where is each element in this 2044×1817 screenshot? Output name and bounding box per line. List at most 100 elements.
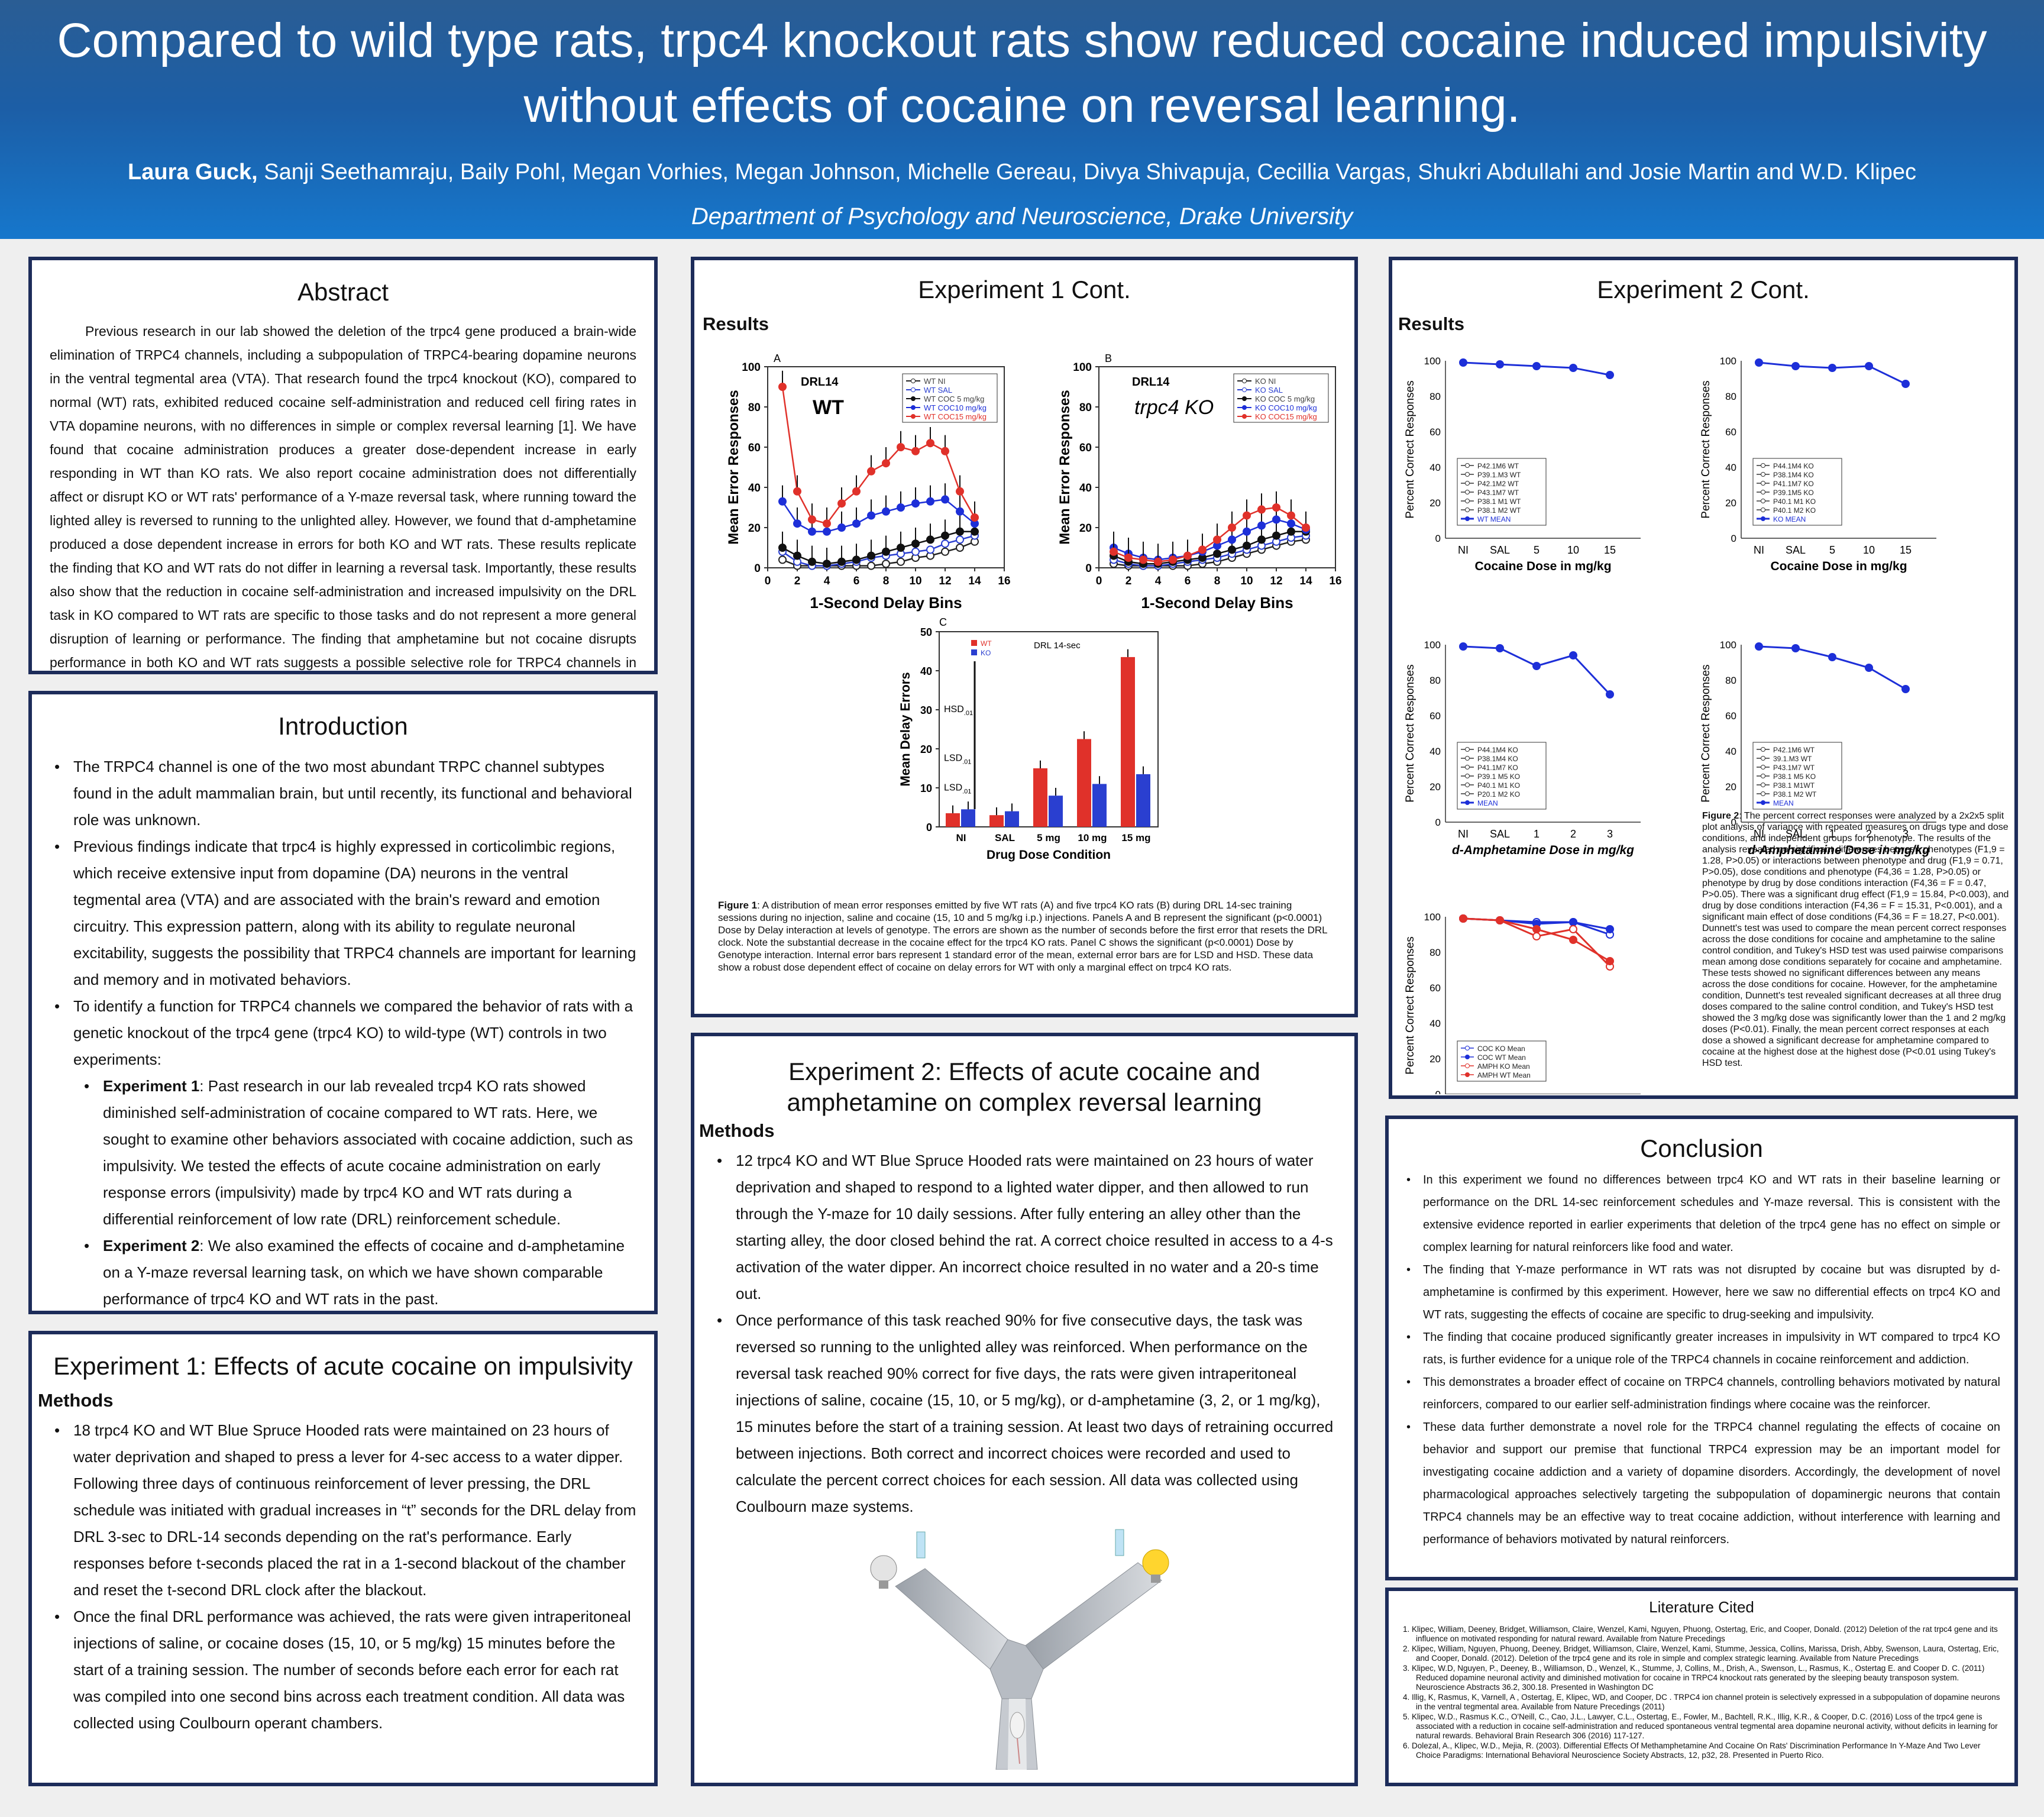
x-tick-label: SAL (995, 832, 1015, 843)
y-axis-title: Percent Correct Responses (1404, 664, 1416, 802)
panel-drl-label: DRL14 (801, 376, 839, 389)
data-point (808, 557, 816, 566)
legend-marker (1761, 747, 1765, 752)
data-point (808, 527, 816, 536)
y-tick-label: 60 (1429, 710, 1441, 722)
x-tick-label: 14 (1299, 575, 1312, 587)
data-point (1755, 358, 1763, 367)
y-tick-label: 80 (1429, 675, 1441, 686)
chart-tag: DRL 14-sec (1034, 641, 1081, 651)
legend-swatch (971, 640, 977, 646)
data-point (882, 459, 890, 468)
y-tick-label: 40 (1429, 746, 1441, 757)
legend-marker (1465, 765, 1470, 770)
poster-title: Compared to wild type rats, trpc4 knocko… (57, 14, 1987, 132)
x-tick-label: NI (1458, 544, 1469, 556)
data-point (1287, 527, 1295, 536)
conclusion-bullet: The finding that Y-maze performance in W… (1403, 1259, 2000, 1326)
data-point (1569, 936, 1577, 944)
methods-bullet: Once the final DRL performance was achie… (50, 1603, 636, 1737)
legend-marker (1761, 463, 1765, 468)
data-point (1110, 547, 1118, 556)
data-point (897, 557, 905, 566)
y-axis-title: Mean Delay Errors (898, 672, 913, 786)
legend-label: P38.1 M1WT (1773, 781, 1815, 790)
x-axis-title: d-Amphetamine Dose in mg/kg (1748, 843, 1930, 857)
data-point (778, 555, 787, 564)
data-point (926, 535, 934, 544)
y-tick-label: 60 (748, 442, 761, 454)
water-dipper-right (1115, 1529, 1124, 1556)
x-tick-label: 3 (1903, 828, 1909, 840)
data-point (1828, 364, 1836, 372)
y-tick-label: 80 (1725, 391, 1736, 402)
legend-marker (1242, 405, 1247, 410)
data-point (867, 467, 875, 476)
x-tick-label: 2 (1866, 828, 1872, 840)
legend-label: WT SAL (924, 386, 952, 395)
x-tick-label: NI (1754, 544, 1764, 556)
y-tick-label: 40 (1429, 1018, 1441, 1029)
legend-marker (1761, 800, 1765, 805)
legend-marker (1465, 800, 1470, 805)
legend-marker (1761, 756, 1765, 761)
data-point (778, 383, 787, 391)
legend-label: WT (981, 639, 992, 648)
x-tick-label: 10 (1863, 544, 1875, 556)
x-tick-label: SAL (1786, 828, 1806, 840)
methods-bullet: Once performance of this task reached 90… (712, 1307, 1337, 1520)
data-point (1257, 505, 1266, 514)
data-point (1287, 519, 1295, 528)
rat-tail (1017, 1738, 1020, 1764)
bar (1092, 784, 1107, 827)
data-point (1272, 531, 1280, 540)
conclusion-bullet: The finding that cocaine produced signif… (1403, 1326, 2000, 1371)
legend-label: KO COC 5 mg/kg (1255, 395, 1315, 403)
sub-bullet-label: Experiment 1 (103, 1077, 200, 1095)
maze-left-arm (895, 1568, 1008, 1670)
data-point (1139, 555, 1147, 564)
x-tick-label: 15 (1900, 544, 1912, 556)
x-tick-label: 2 (1126, 575, 1132, 587)
legend-marker (1465, 774, 1470, 778)
y-tick-label: 0 (1731, 533, 1736, 544)
data-point (1243, 511, 1251, 520)
data-point (971, 527, 979, 536)
data-point (867, 551, 875, 560)
rat-icon (1010, 1712, 1025, 1739)
x-tick-label: 5 (1534, 544, 1540, 556)
y-tick-label: 20 (1429, 781, 1441, 793)
x-tick-label: 0 (1096, 575, 1102, 587)
y-tick-label: 20 (1429, 497, 1441, 509)
legend-label: P38.1 M5 KO (1773, 772, 1816, 781)
y-tick-label: 100 (1424, 911, 1441, 923)
data-point (911, 539, 920, 548)
lit-bulb-icon (1142, 1549, 1169, 1583)
intro-bullet: To identify a function for TRPC4 channel… (50, 993, 636, 1073)
legend-marker (1465, 747, 1470, 752)
figure-2-chart: 0 20 40 60 80 100 NI SAL 1 2 3 d-Amphetamine Dose i… (1404, 639, 1641, 857)
data-point (1532, 932, 1541, 940)
y-tick-label: 40 (1429, 462, 1441, 473)
legend-marker (1761, 481, 1765, 486)
data-point (1532, 662, 1541, 670)
data-point (941, 531, 949, 540)
data-point (971, 513, 979, 522)
author-list: Laura Guck, Sanji Seethamraju, Baily Poh… (0, 160, 2044, 185)
y-tick-label: 0 (1085, 562, 1092, 575)
legend-label: P38.1 M2 WT (1773, 790, 1817, 798)
data-point (793, 487, 801, 496)
conclusion-bullet: In this experiment we found no differenc… (1403, 1169, 2000, 1259)
data-point (897, 544, 905, 552)
legend-marker (1465, 499, 1470, 503)
legend-label: MEAN (1773, 799, 1794, 807)
figure-1-panel-c: C 0 10 20 30 40 50 Mean Delay Errors Drug Dose C… (898, 616, 1159, 862)
panel-drl-label: DRL14 (1132, 376, 1170, 389)
x-tick-label: 10 (1567, 544, 1579, 556)
legend-marker (1761, 507, 1765, 512)
panel-group-label: WT (813, 396, 844, 419)
data-point (1228, 535, 1236, 544)
conclusion-bullet: These data further demonstrate a novel r… (1403, 1416, 2000, 1551)
data-point (793, 551, 801, 560)
